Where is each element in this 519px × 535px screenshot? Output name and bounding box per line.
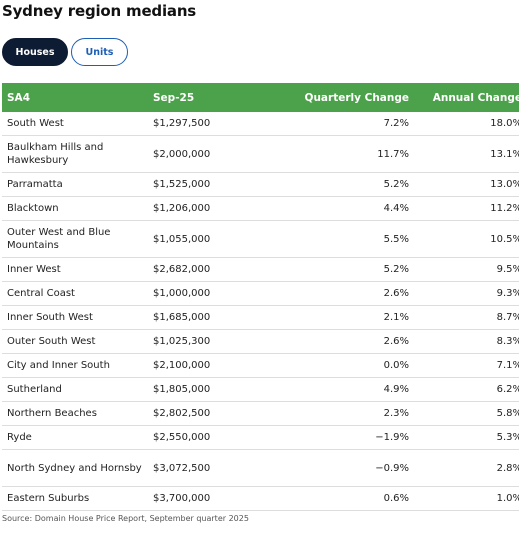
cell-quarterly: −0.9% — [258, 449, 414, 487]
cell-median: $2,802,500 — [148, 401, 258, 426]
medians-table-container: SA4 Sep-25 Quarterly Change Annual Chang… — [2, 83, 519, 511]
cell-region: Eastern Suburbs — [2, 486, 148, 511]
cell-region: Outer South West — [2, 329, 148, 354]
cell-median: $2,682,000 — [148, 257, 258, 282]
cell-region: Ryde — [2, 425, 148, 450]
cell-median: $1,805,000 — [148, 377, 258, 402]
table-row: Inner West $2,682,000 5.2% 9.5% — [2, 257, 519, 282]
source-note: Source: Domain House Price Report, Septe… — [2, 514, 249, 523]
table-row: Central Coast $1,000,000 2.6% 9.3% — [2, 281, 519, 306]
cell-median: $3,700,000 — [148, 486, 258, 511]
table-row: Baulkham Hills and Hawkesbury $2,000,000… — [2, 135, 519, 173]
cell-region: Sutherland — [2, 377, 148, 402]
cell-region: Inner South West — [2, 305, 148, 330]
cell-quarterly: 11.7% — [258, 135, 414, 173]
cell-annual: 9.5% — [414, 257, 519, 282]
cell-region: Inner West — [2, 257, 148, 282]
cell-annual: 10.5% — [414, 220, 519, 258]
table-row: Parramatta $1,525,000 5.2% 13.0% — [2, 172, 519, 197]
cell-region: City and Inner South — [2, 353, 148, 378]
table-row: Sutherland $1,805,000 4.9% 6.2% — [2, 377, 519, 402]
cell-region: Parramatta — [2, 172, 148, 197]
cell-annual: 1.0% — [414, 486, 519, 511]
cell-median: $1,206,000 — [148, 196, 258, 221]
cell-region: Baulkham Hills and Hawkesbury — [2, 135, 148, 173]
cell-quarterly: −1.9% — [258, 425, 414, 450]
table-row: North Sydney and Hornsby $3,072,500 −0.9… — [2, 449, 519, 487]
cell-quarterly: 4.4% — [258, 196, 414, 221]
cell-region: Central Coast — [2, 281, 148, 306]
cell-median: $1,525,000 — [148, 172, 258, 197]
header-sep-25: Sep-25 — [148, 83, 258, 112]
cell-quarterly: 2.6% — [258, 329, 414, 354]
units-toggle-button[interactable]: Units — [71, 38, 128, 66]
cell-annual: 2.8% — [414, 449, 519, 487]
cell-region: Blacktown — [2, 196, 148, 221]
cell-median: $1,297,500 — [148, 112, 258, 136]
cell-region: Outer West and Blue Mountains — [2, 220, 148, 258]
cell-quarterly: 5.2% — [258, 257, 414, 282]
cell-median: $2,100,000 — [148, 353, 258, 378]
cell-median: $3,072,500 — [148, 449, 258, 487]
header-annual-change: Annual Change — [414, 83, 519, 112]
cell-annual: 11.2% — [414, 196, 519, 221]
cell-median: $1,000,000 — [148, 281, 258, 306]
table-row: Outer West and Blue Mountains $1,055,000… — [2, 220, 519, 258]
cell-annual: 7.1% — [414, 353, 519, 378]
cell-quarterly: 5.2% — [258, 172, 414, 197]
table-row: City and Inner South $2,100,000 0.0% 7.1… — [2, 353, 519, 378]
cell-quarterly: 5.5% — [258, 220, 414, 258]
table-row: Eastern Suburbs $3,700,000 0.6% 1.0% — [2, 486, 519, 511]
medians-table: SA4 Sep-25 Quarterly Change Annual Chang… — [2, 83, 519, 511]
cell-median: $2,000,000 — [148, 135, 258, 173]
cell-quarterly: 4.9% — [258, 377, 414, 402]
houses-toggle-button[interactable]: Houses — [2, 38, 68, 66]
cell-median: $2,550,000 — [148, 425, 258, 450]
header-quarterly-change: Quarterly Change — [258, 83, 414, 112]
cell-quarterly: 2.3% — [258, 401, 414, 426]
cell-median: $1,685,000 — [148, 305, 258, 330]
cell-quarterly: 0.0% — [258, 353, 414, 378]
cell-median: $1,055,000 — [148, 220, 258, 258]
cell-annual: 13.0% — [414, 172, 519, 197]
table-header-row: SA4 Sep-25 Quarterly Change Annual Chang… — [2, 83, 519, 112]
cell-annual: 8.3% — [414, 329, 519, 354]
table-row: Northern Beaches $2,802,500 2.3% 5.8% — [2, 401, 519, 426]
cell-annual: 5.8% — [414, 401, 519, 426]
table-row: Blacktown $1,206,000 4.4% 11.2% — [2, 196, 519, 221]
cell-quarterly: 2.6% — [258, 281, 414, 306]
cell-quarterly: 0.6% — [258, 486, 414, 511]
cell-region: North Sydney and Hornsby — [2, 449, 148, 487]
header-sa4: SA4 — [2, 83, 148, 112]
cell-region: Northern Beaches — [2, 401, 148, 426]
cell-annual: 5.3% — [414, 425, 519, 450]
cell-annual: 6.2% — [414, 377, 519, 402]
cell-annual: 9.3% — [414, 281, 519, 306]
cell-median: $1,025,300 — [148, 329, 258, 354]
cell-region: South West — [2, 112, 148, 136]
cell-annual: 13.1% — [414, 135, 519, 173]
cell-annual: 18.0% — [414, 112, 519, 136]
cell-quarterly: 7.2% — [258, 112, 414, 136]
table-row: Outer South West $1,025,300 2.6% 8.3% — [2, 329, 519, 354]
page-title: Sydney region medians — [2, 2, 197, 20]
table-row: Ryde $2,550,000 −1.9% 5.3% — [2, 425, 519, 450]
cell-quarterly: 2.1% — [258, 305, 414, 330]
cell-annual: 8.7% — [414, 305, 519, 330]
table-row: South West $1,297,500 7.2% 18.0% — [2, 112, 519, 136]
table-row: Inner South West $1,685,000 2.1% 8.7% — [2, 305, 519, 330]
